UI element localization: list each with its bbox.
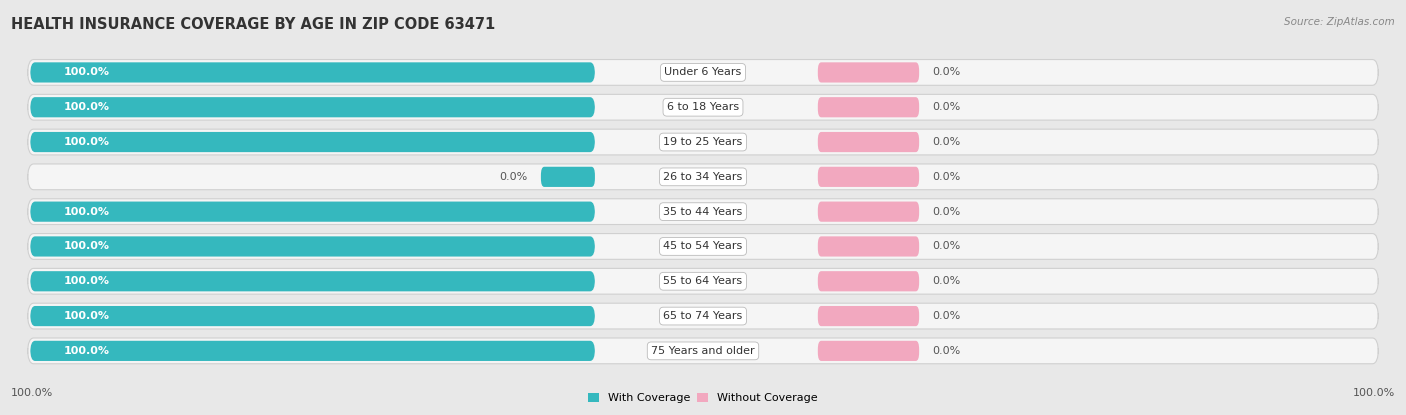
Text: 0.0%: 0.0%	[932, 172, 960, 182]
Text: HEALTH INSURANCE COVERAGE BY AGE IN ZIP CODE 63471: HEALTH INSURANCE COVERAGE BY AGE IN ZIP …	[11, 17, 495, 32]
Text: 0.0%: 0.0%	[932, 276, 960, 286]
Text: 65 to 74 Years: 65 to 74 Years	[664, 311, 742, 321]
FancyBboxPatch shape	[818, 341, 920, 361]
Text: 0.0%: 0.0%	[932, 242, 960, 251]
FancyBboxPatch shape	[28, 59, 1378, 85]
FancyBboxPatch shape	[28, 94, 1378, 120]
FancyBboxPatch shape	[31, 97, 595, 117]
Text: 100.0%: 100.0%	[65, 137, 110, 147]
FancyBboxPatch shape	[28, 234, 1378, 259]
FancyBboxPatch shape	[28, 164, 1378, 190]
Legend: With Coverage, Without Coverage: With Coverage, Without Coverage	[588, 393, 818, 403]
Text: 100.0%: 100.0%	[65, 311, 110, 321]
FancyBboxPatch shape	[31, 132, 595, 152]
Text: 100.0%: 100.0%	[65, 276, 110, 286]
Text: 100.0%: 100.0%	[65, 102, 110, 112]
FancyBboxPatch shape	[818, 97, 920, 117]
FancyBboxPatch shape	[818, 202, 920, 222]
Text: 100.0%: 100.0%	[1353, 388, 1395, 398]
FancyBboxPatch shape	[31, 237, 595, 256]
Text: 100.0%: 100.0%	[65, 207, 110, 217]
Text: 100.0%: 100.0%	[65, 346, 110, 356]
FancyBboxPatch shape	[31, 62, 595, 83]
Text: 0.0%: 0.0%	[932, 207, 960, 217]
FancyBboxPatch shape	[818, 237, 920, 256]
Text: 19 to 25 Years: 19 to 25 Years	[664, 137, 742, 147]
Text: 55 to 64 Years: 55 to 64 Years	[664, 276, 742, 286]
FancyBboxPatch shape	[818, 167, 920, 187]
FancyBboxPatch shape	[818, 132, 920, 152]
Text: 0.0%: 0.0%	[932, 137, 960, 147]
Text: 75 Years and older: 75 Years and older	[651, 346, 755, 356]
FancyBboxPatch shape	[31, 306, 595, 326]
Text: 6 to 18 Years: 6 to 18 Years	[666, 102, 740, 112]
FancyBboxPatch shape	[31, 202, 595, 222]
FancyBboxPatch shape	[28, 129, 1378, 155]
FancyBboxPatch shape	[28, 303, 1378, 329]
FancyBboxPatch shape	[818, 306, 920, 326]
FancyBboxPatch shape	[818, 271, 920, 291]
FancyBboxPatch shape	[541, 167, 595, 187]
FancyBboxPatch shape	[818, 62, 920, 83]
Text: 0.0%: 0.0%	[932, 67, 960, 78]
Text: 0.0%: 0.0%	[932, 311, 960, 321]
FancyBboxPatch shape	[28, 338, 1378, 364]
Text: Under 6 Years: Under 6 Years	[665, 67, 741, 78]
Text: 100.0%: 100.0%	[65, 67, 110, 78]
Text: 45 to 54 Years: 45 to 54 Years	[664, 242, 742, 251]
Text: 0.0%: 0.0%	[932, 346, 960, 356]
Text: 0.0%: 0.0%	[499, 172, 527, 182]
FancyBboxPatch shape	[28, 269, 1378, 294]
Text: 35 to 44 Years: 35 to 44 Years	[664, 207, 742, 217]
Text: 100.0%: 100.0%	[65, 242, 110, 251]
FancyBboxPatch shape	[28, 199, 1378, 225]
FancyBboxPatch shape	[31, 341, 595, 361]
Text: 0.0%: 0.0%	[932, 102, 960, 112]
Text: Source: ZipAtlas.com: Source: ZipAtlas.com	[1284, 17, 1395, 27]
Text: 26 to 34 Years: 26 to 34 Years	[664, 172, 742, 182]
Text: 100.0%: 100.0%	[11, 388, 53, 398]
FancyBboxPatch shape	[31, 271, 595, 291]
